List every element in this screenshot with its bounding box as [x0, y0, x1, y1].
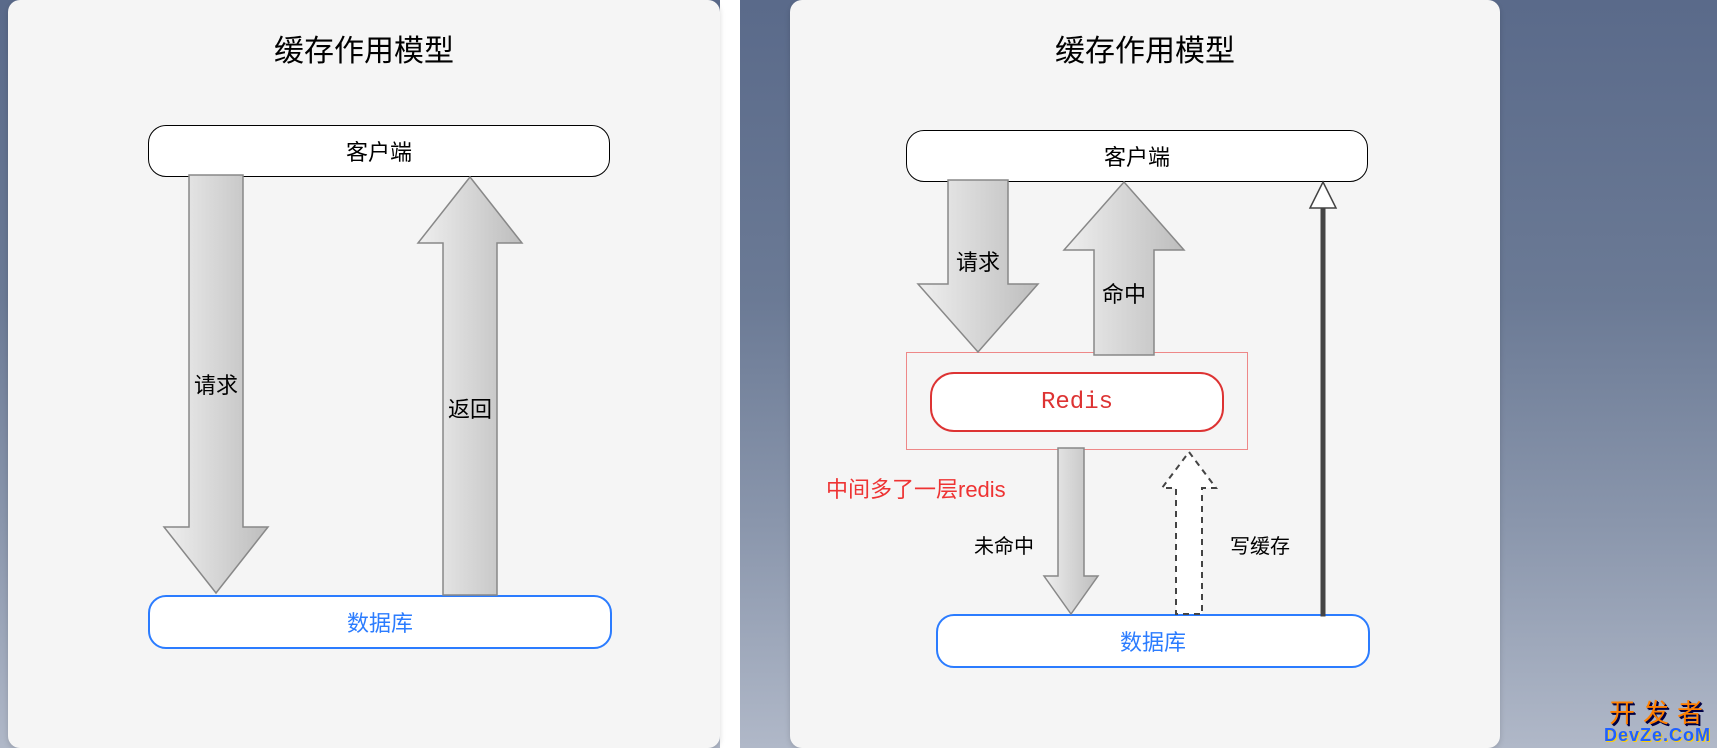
arrow-return-left-label: 返回	[448, 397, 492, 422]
arrow-request-left-label: 请求	[194, 373, 238, 398]
arrow-request-left: 请求	[158, 175, 278, 595]
arrow-hit-label: 命中	[1102, 282, 1146, 307]
arrow-write-label: 写缓存	[1230, 530, 1290, 559]
arrow-miss-label: 未命中	[974, 530, 1034, 559]
node-db-right: 数据库	[936, 614, 1370, 668]
panel-left: 缓存作用模型 客户端 数据库 请求 返回	[8, 0, 720, 748]
title-right: 缓存作用模型	[790, 26, 1500, 70]
annotation-redis: 中间多了一层redis	[826, 472, 1006, 504]
node-redis: Redis	[930, 372, 1224, 432]
node-client-left: 客户端	[148, 125, 610, 177]
arrow-return-right	[1306, 180, 1340, 616]
node-client-right: 客户端	[906, 130, 1368, 182]
arrow-write	[1154, 448, 1224, 618]
arrow-request-right-label: 请求	[956, 250, 1000, 275]
arrow-request-right: 请求	[912, 180, 1044, 355]
watermark-line2: DevZe.CoM	[1604, 726, 1711, 744]
watermark-line1: 开发者	[1604, 700, 1711, 726]
arrow-hit: 命中	[1058, 180, 1190, 355]
watermark: 开发者 DevZe.CoM	[1604, 700, 1711, 744]
title-left: 缓存作用模型	[8, 26, 720, 70]
divider-strip	[720, 0, 740, 748]
arrow-return-left: 返回	[412, 175, 532, 595]
arrow-miss	[1036, 448, 1106, 618]
node-db-left: 数据库	[148, 595, 612, 649]
panel-right: 缓存作用模型 客户端 Redis 数据库 中间多了一层redis 请求 命中 未…	[790, 0, 1500, 748]
